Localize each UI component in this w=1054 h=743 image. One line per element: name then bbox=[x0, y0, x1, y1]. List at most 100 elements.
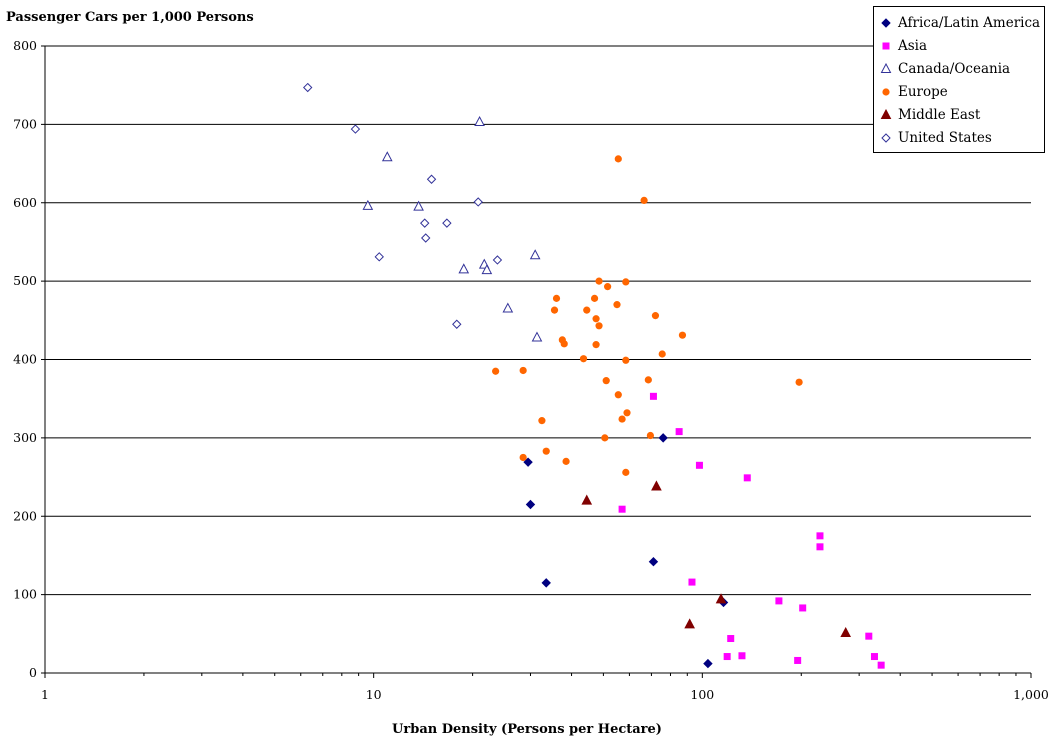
gridlines bbox=[45, 45, 1031, 596]
data-point-europe bbox=[538, 417, 546, 425]
data-point-europe bbox=[592, 341, 600, 349]
legend-label: Africa/Latin America bbox=[898, 15, 1041, 31]
data-point-europe bbox=[562, 457, 570, 465]
data-point-europe bbox=[646, 431, 654, 440]
legend-label: Middle East bbox=[898, 107, 981, 123]
x-tick-label: 10 bbox=[366, 687, 382, 702]
series-canada-oceania bbox=[362, 115, 543, 342]
y-tick-label: 100 bbox=[13, 587, 37, 602]
legend-marker-canada-oceania bbox=[880, 63, 892, 73]
data-point-united-states bbox=[426, 174, 437, 184]
y-tick-label: 700 bbox=[13, 116, 37, 131]
legend-marker-shape bbox=[881, 133, 891, 143]
data-point-asia bbox=[738, 652, 746, 660]
series-africa-latin-america bbox=[523, 433, 729, 669]
legend-item-canada-oceania: Canada/Oceania bbox=[880, 59, 1010, 79]
data-point-canada-oceania bbox=[529, 249, 541, 260]
data-point-asia bbox=[877, 661, 885, 669]
legend-item-europe: Europe bbox=[880, 82, 948, 102]
data-point-europe bbox=[601, 434, 609, 442]
data-point-europe bbox=[622, 356, 630, 364]
data-point-europe bbox=[614, 155, 622, 163]
legend-marker-shape bbox=[881, 18, 891, 28]
data-point-asia bbox=[865, 632, 873, 640]
data-point-united-states bbox=[473, 197, 483, 207]
data-point-europe bbox=[519, 366, 527, 375]
data-point-europe bbox=[552, 294, 561, 302]
legend-item-asia: Asia bbox=[880, 36, 927, 56]
data-point-asia bbox=[688, 578, 696, 586]
data-point-europe bbox=[542, 447, 550, 455]
data-point-asia bbox=[695, 461, 703, 469]
tick-labels: 0 100 200 300 400 500 600 700 800 1 10 100 1,000 bbox=[13, 38, 1049, 702]
data-point-africa-latin-america bbox=[658, 433, 668, 443]
data-point-canada-oceania bbox=[413, 200, 424, 211]
data-point-africa-latin-america bbox=[541, 578, 551, 588]
axes bbox=[41, 45, 1032, 678]
data-point-europe bbox=[658, 350, 666, 358]
data-point-europe bbox=[678, 331, 687, 339]
data-point-africa-latin-america bbox=[703, 658, 713, 669]
legend-item-united-states: United States bbox=[880, 128, 992, 148]
data-point-united-states bbox=[452, 319, 462, 329]
data-point-asia bbox=[870, 653, 878, 661]
data-point-africa-latin-america bbox=[523, 457, 533, 467]
data-point-canada-oceania bbox=[502, 302, 514, 313]
data-point-united-states bbox=[350, 124, 361, 134]
data-point-europe bbox=[614, 391, 622, 399]
legend-marker-united-states bbox=[881, 133, 891, 143]
data-point-asia bbox=[816, 532, 824, 540]
data-point-europe bbox=[604, 283, 612, 291]
x-tick-label: 1 bbox=[41, 687, 49, 702]
data-point-europe bbox=[592, 315, 600, 323]
data-point-canada-oceania bbox=[474, 115, 485, 127]
data-point-asia bbox=[649, 392, 657, 400]
series-europe bbox=[492, 155, 803, 476]
legend-marker-middle-east bbox=[880, 109, 892, 119]
data-point-middle-east bbox=[715, 593, 727, 604]
data-point-asia bbox=[618, 505, 626, 513]
data-point-europe bbox=[579, 355, 588, 363]
data-point-europe bbox=[595, 277, 603, 285]
legend-item-middle-east: Middle East bbox=[880, 105, 980, 125]
data-point-united-states bbox=[374, 252, 384, 262]
legend-item-africa-latin-america: Africa/Latin America bbox=[880, 13, 1040, 33]
data-point-asia bbox=[743, 474, 751, 482]
data-point-middle-east bbox=[684, 618, 695, 629]
legend-label: Europe bbox=[898, 84, 948, 100]
data-point-europe bbox=[622, 468, 630, 476]
data-point-europe bbox=[583, 306, 591, 314]
data-point-europe bbox=[795, 378, 803, 386]
y-tick-label: 300 bbox=[13, 430, 37, 445]
legend-marker-europe bbox=[882, 88, 890, 96]
data-point-canada-oceania bbox=[458, 263, 470, 274]
y-axis-label: Passenger Cars per 1,000 Persons bbox=[6, 10, 254, 25]
data-point-europe bbox=[613, 301, 621, 309]
x-axis-label: Urban Density (Persons per Hectare) bbox=[392, 722, 662, 737]
data-point-united-states bbox=[420, 218, 430, 228]
data-points bbox=[303, 82, 885, 669]
y-tick-label: 400 bbox=[13, 352, 37, 367]
data-point-united-states bbox=[421, 233, 431, 243]
data-point-middle-east bbox=[651, 480, 662, 491]
legend-label: Canada/Oceania bbox=[898, 61, 1011, 77]
legend-marker-shape bbox=[882, 42, 890, 50]
data-point-europe bbox=[595, 322, 603, 330]
x-tick-label: 1,000 bbox=[1013, 687, 1049, 702]
data-point-asia bbox=[799, 604, 807, 612]
data-point-asia bbox=[775, 597, 783, 605]
data-point-europe bbox=[560, 340, 568, 348]
data-point-asia bbox=[727, 635, 735, 643]
data-point-middle-east bbox=[840, 626, 852, 638]
data-point-canada-oceania bbox=[381, 151, 393, 162]
y-tick-label: 600 bbox=[13, 195, 37, 210]
data-point-europe bbox=[602, 377, 610, 385]
data-point-europe bbox=[640, 196, 648, 204]
series-united-states bbox=[303, 82, 503, 329]
series-asia bbox=[618, 392, 885, 669]
y-tick-label: 500 bbox=[13, 273, 37, 288]
series-middle-east bbox=[581, 480, 852, 638]
data-point-united-states bbox=[492, 255, 503, 265]
data-point-africa-latin-america bbox=[525, 499, 536, 510]
